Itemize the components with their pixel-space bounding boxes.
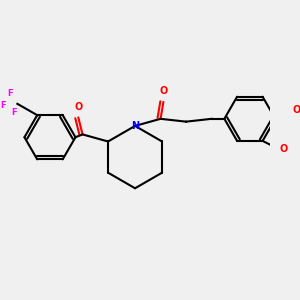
Text: O: O [292,105,300,115]
Text: F: F [0,101,6,110]
Text: N: N [131,121,139,131]
Text: O: O [280,144,288,154]
Text: O: O [74,102,82,112]
Text: F: F [8,89,13,98]
Text: F: F [12,108,17,117]
Text: O: O [159,86,167,96]
